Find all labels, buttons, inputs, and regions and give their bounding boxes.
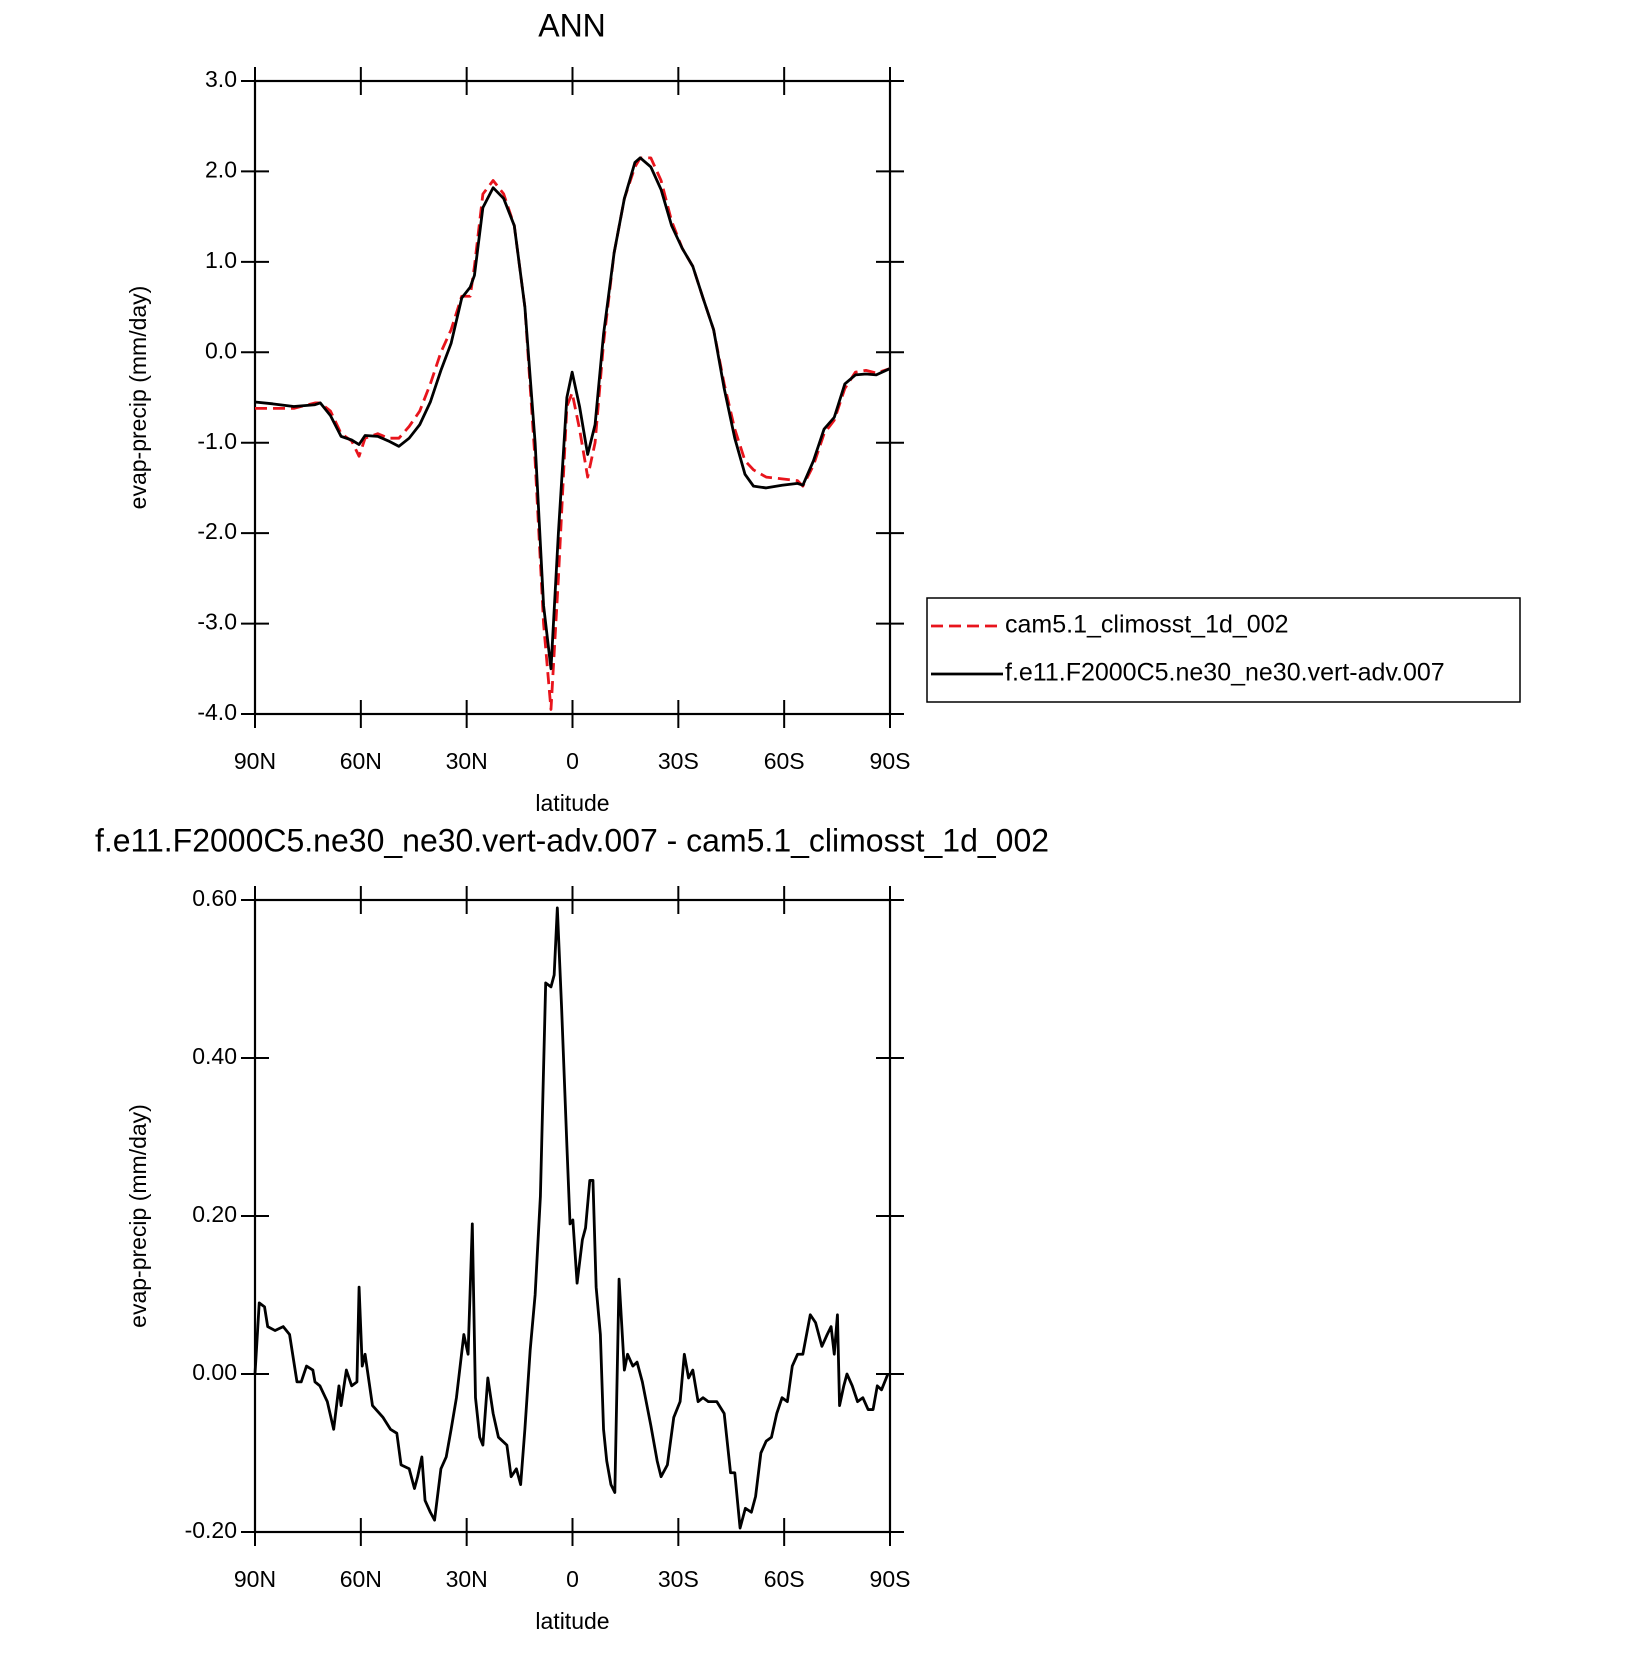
x-tick-label: 30S bbox=[658, 748, 699, 774]
x-tick-label: 60S bbox=[764, 1566, 805, 1592]
y-tick-label: 3.0 bbox=[205, 66, 237, 92]
x-tick-label: 30N bbox=[446, 748, 488, 774]
x-tick-label: 60S bbox=[764, 748, 805, 774]
chart-title: f.e11.F2000C5.ne30_ne30.vert-adv.007 - c… bbox=[95, 822, 1049, 858]
x-tick-label: 60N bbox=[340, 748, 382, 774]
y-tick-label: 0.0 bbox=[205, 337, 237, 363]
y-tick-label: -1.0 bbox=[197, 428, 237, 454]
y-tick-label: -0.20 bbox=[185, 1517, 237, 1543]
x-axis-label: latitude bbox=[535, 790, 609, 816]
data-line bbox=[254, 156, 891, 671]
chart-title: ANN bbox=[538, 7, 606, 43]
x-tick-label: 0 bbox=[566, 748, 579, 774]
y-tick-label: 1.0 bbox=[205, 247, 237, 273]
x-tick-label: 30N bbox=[446, 1566, 488, 1592]
x-tick-label: 0 bbox=[566, 1566, 579, 1592]
y-tick-label: -4.0 bbox=[197, 699, 237, 725]
y-axis-label: evap-precip (mm/day) bbox=[125, 286, 151, 510]
x-tick-label: 90N bbox=[234, 1566, 276, 1592]
x-axis-label: latitude bbox=[535, 1608, 609, 1634]
legend-box bbox=[926, 597, 1521, 703]
y-tick-label: -2.0 bbox=[197, 518, 237, 544]
data-line bbox=[255, 156, 891, 711]
y-tick-label: 2.0 bbox=[205, 157, 237, 183]
x-tick-label: 90S bbox=[870, 1566, 911, 1592]
x-tick-label: 60N bbox=[340, 1566, 382, 1592]
y-axis-label: evap-precip (mm/day) bbox=[125, 1104, 151, 1328]
y-tick-label: 0.00 bbox=[192, 1359, 237, 1385]
y-tick-label: 0.60 bbox=[192, 885, 237, 911]
legend-label: cam5.1_climosst_1d_002 bbox=[1005, 611, 1289, 639]
x-tick-label: 90S bbox=[870, 748, 911, 774]
data-line bbox=[253, 906, 890, 1530]
y-tick-label: -3.0 bbox=[197, 609, 237, 635]
y-tick-label: 0.40 bbox=[192, 1043, 237, 1069]
legend-label: f.e11.F2000C5.ne30_ne30.vert-adv.007 bbox=[1005, 659, 1445, 687]
x-tick-label: 30S bbox=[658, 1566, 699, 1592]
y-tick-label: 0.20 bbox=[192, 1201, 237, 1227]
plot-frame bbox=[253, 79, 892, 716]
plot-frame bbox=[253, 898, 892, 1534]
x-tick-label: 90N bbox=[234, 748, 276, 774]
